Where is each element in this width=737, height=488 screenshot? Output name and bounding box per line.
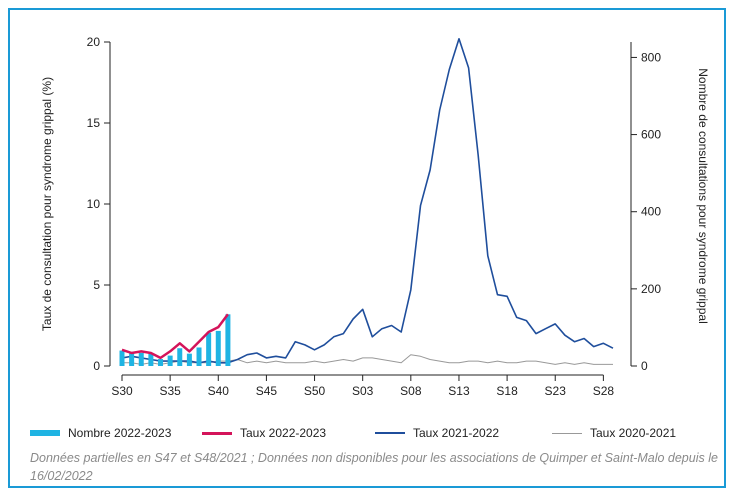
left-axis-tick-label: 5	[93, 278, 100, 292]
x-axis-tick-label: S08	[400, 384, 422, 398]
legend-item-taux-2020-2021: Taux 2020-2021	[552, 426, 676, 440]
series-line-taux-2022-2023	[121, 313, 229, 360]
bar-nombre-2022-2023	[158, 359, 164, 366]
legend-label: Taux 2020-2021	[590, 426, 677, 440]
bar-nombre-2022-2023	[129, 351, 135, 366]
right-axis-tick-label: 800	[641, 50, 661, 64]
legend-swatch-bar	[30, 430, 60, 436]
left-axis-tick-label: 0	[93, 359, 100, 373]
left-axis-tick-label: 20	[87, 35, 101, 49]
bar-nombre-2022-2023	[206, 332, 212, 366]
legend: Nombre 2022-2023 Taux 2022-2023 Taux 202…	[30, 426, 720, 444]
x-axis-tick-label: S23	[545, 384, 567, 398]
bar-nombre-2022-2023	[186, 353, 192, 366]
bar-nombre-2022-2023	[138, 352, 144, 366]
right-axis-tick-label: 0	[641, 359, 648, 373]
left-axis-tick-label: 10	[87, 197, 101, 211]
right-axis-tick-label: 400	[641, 205, 661, 219]
left-axis-tick-label: 15	[87, 116, 101, 130]
bar-nombre-2022-2023	[196, 347, 202, 366]
legend-item-nombre-2022-2023: Nombre 2022-2023	[30, 426, 171, 440]
x-axis-tick-label: S28	[593, 384, 615, 398]
right-axis-tick-label: 200	[641, 282, 661, 296]
x-axis-tick-label: S18	[496, 384, 518, 398]
legend-item-taux-2022-2023: Taux 2022-2023	[202, 426, 326, 440]
series-line-taux-2020-2021	[122, 354, 613, 365]
x-axis-tick-label: S40	[208, 384, 230, 398]
bar-nombre-2022-2023	[148, 353, 154, 366]
x-axis-tick-label: S50	[304, 384, 326, 398]
bar-nombre-2022-2023	[225, 314, 231, 366]
series-line-taux-2021-2022	[121, 37, 614, 364]
legend-label: Taux 2022-2023	[240, 426, 327, 440]
chart-footnote: Données partielles en S47 et S48/2021 ; …	[30, 451, 718, 483]
legend-label: Taux 2021-2022	[413, 426, 500, 440]
x-axis-tick-label: S03	[352, 384, 374, 398]
chart-marks	[119, 37, 614, 366]
legend-label: Nombre 2022-2023	[68, 426, 172, 440]
chart-frame	[8, 8, 726, 488]
right-axis-tick-label: 600	[641, 128, 661, 142]
left-axis-title: Taux de consultation pour syndrome gripp…	[40, 77, 54, 331]
legend-swatch-line	[552, 432, 582, 434]
right-axis-title: Nombre de consultations pour syndrome gr…	[696, 68, 710, 323]
bar-nombre-2022-2023	[215, 330, 221, 366]
bar-nombre-2022-2023	[167, 355, 173, 366]
legend-swatch-line	[202, 431, 232, 435]
x-axis-tick-label: S45	[256, 384, 278, 398]
legend-swatch-line	[375, 432, 405, 434]
bar-nombre-2022-2023	[119, 350, 125, 366]
x-axis-tick-label: S13	[448, 384, 470, 398]
x-axis-tick-label: S30	[111, 384, 133, 398]
x-axis-tick-label: S35	[159, 384, 181, 398]
legend-item-taux-2021-2022: Taux 2021-2022	[375, 426, 499, 440]
bar-nombre-2022-2023	[177, 348, 183, 366]
